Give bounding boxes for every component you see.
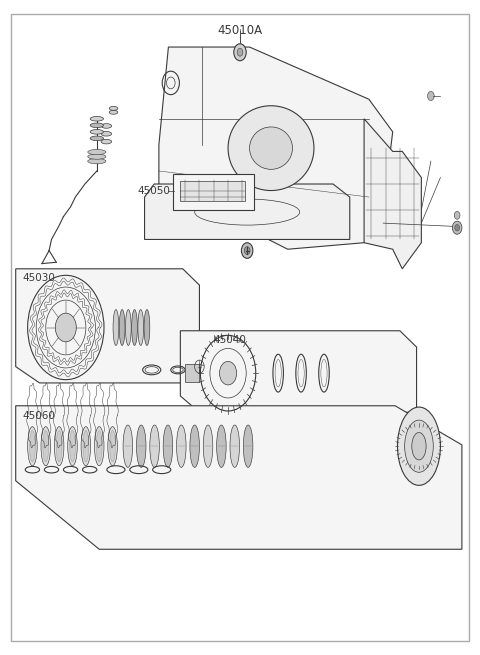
Ellipse shape — [190, 425, 199, 468]
Ellipse shape — [216, 425, 226, 468]
Text: 45060: 45060 — [23, 411, 56, 421]
Ellipse shape — [109, 106, 118, 110]
Ellipse shape — [90, 136, 104, 141]
Ellipse shape — [88, 154, 106, 159]
Ellipse shape — [68, 426, 77, 466]
Ellipse shape — [150, 425, 159, 468]
Ellipse shape — [250, 127, 292, 170]
Ellipse shape — [90, 117, 104, 121]
Ellipse shape — [70, 430, 75, 462]
Circle shape — [454, 212, 460, 219]
Ellipse shape — [56, 430, 62, 462]
Bar — [173, 174, 254, 210]
Ellipse shape — [405, 420, 433, 472]
Ellipse shape — [41, 426, 50, 466]
Ellipse shape — [101, 140, 112, 144]
Ellipse shape — [30, 430, 35, 462]
Ellipse shape — [123, 425, 132, 468]
Circle shape — [244, 247, 250, 254]
Ellipse shape — [136, 425, 146, 468]
Polygon shape — [180, 181, 245, 201]
Ellipse shape — [412, 432, 426, 460]
Ellipse shape — [177, 425, 186, 468]
Ellipse shape — [90, 123, 104, 128]
Ellipse shape — [125, 310, 131, 345]
Ellipse shape — [83, 430, 89, 462]
Polygon shape — [364, 119, 421, 269]
Text: 45050: 45050 — [137, 185, 170, 196]
Circle shape — [219, 362, 237, 385]
Ellipse shape — [113, 310, 119, 345]
Bar — [185, 364, 199, 383]
Polygon shape — [144, 184, 350, 240]
Circle shape — [237, 48, 243, 56]
Ellipse shape — [163, 425, 173, 468]
Ellipse shape — [144, 310, 150, 345]
Polygon shape — [159, 47, 393, 250]
Circle shape — [241, 243, 253, 258]
Text: 45030: 45030 — [23, 273, 56, 284]
Ellipse shape — [88, 149, 106, 155]
Ellipse shape — [95, 426, 104, 466]
Circle shape — [55, 313, 76, 342]
Ellipse shape — [110, 430, 116, 462]
Ellipse shape — [397, 407, 441, 485]
Ellipse shape — [109, 110, 118, 114]
Circle shape — [455, 225, 459, 231]
Text: 45010A: 45010A — [217, 24, 263, 37]
Circle shape — [428, 92, 434, 100]
Ellipse shape — [119, 310, 125, 345]
Polygon shape — [16, 269, 199, 383]
Polygon shape — [180, 331, 417, 412]
Ellipse shape — [43, 430, 48, 462]
Ellipse shape — [96, 430, 102, 462]
Ellipse shape — [54, 426, 64, 466]
Circle shape — [234, 44, 246, 61]
Text: 45040: 45040 — [214, 335, 247, 345]
Ellipse shape — [81, 426, 91, 466]
Ellipse shape — [243, 425, 253, 468]
Ellipse shape — [28, 426, 37, 466]
Ellipse shape — [230, 425, 240, 468]
Ellipse shape — [101, 124, 112, 128]
Ellipse shape — [138, 310, 144, 345]
Ellipse shape — [228, 105, 314, 191]
Ellipse shape — [203, 425, 213, 468]
Ellipse shape — [101, 132, 112, 136]
Ellipse shape — [90, 130, 104, 134]
Ellipse shape — [88, 159, 106, 164]
Ellipse shape — [108, 426, 117, 466]
Circle shape — [452, 221, 462, 234]
Polygon shape — [16, 405, 462, 550]
Ellipse shape — [132, 310, 137, 345]
